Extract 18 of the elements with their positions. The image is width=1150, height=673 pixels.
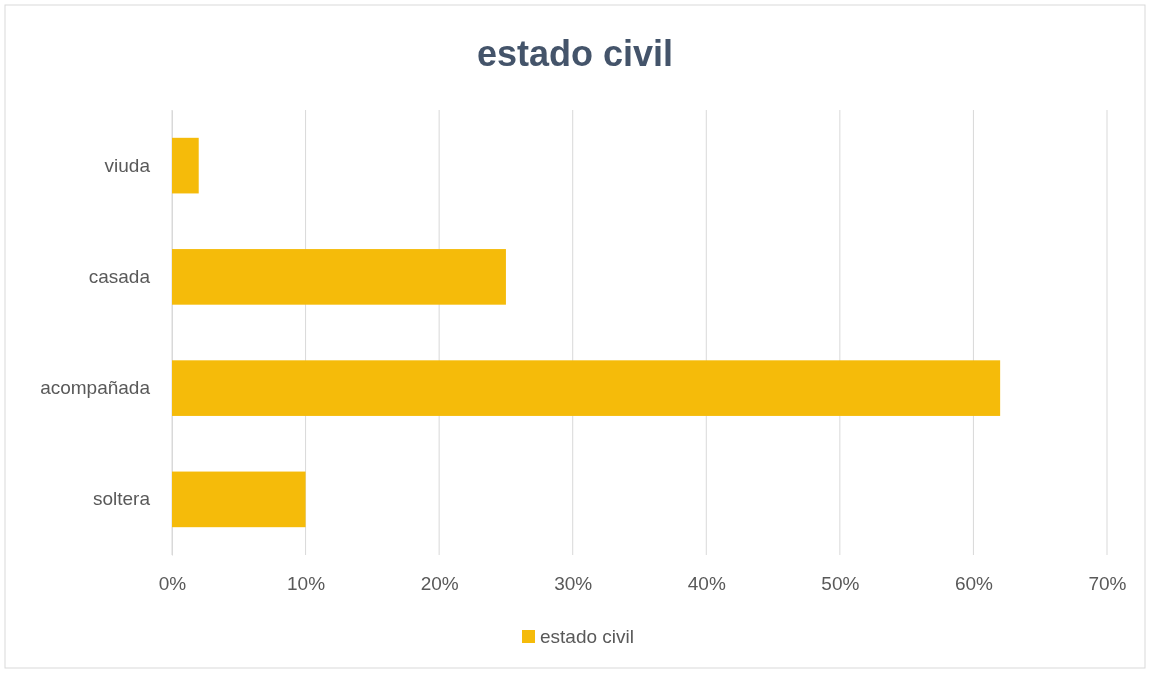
x-tick-label: 40% [687,573,726,595]
x-tick-label: 30% [554,573,593,595]
bar [172,249,506,305]
y-tick-label: casada [88,265,151,287]
bar [172,137,199,194]
x-tick-label: 20% [420,573,459,595]
x-tick-label: 70% [1088,573,1127,595]
legend-label: estado civil [540,626,634,647]
bar [172,471,306,528]
y-tick-label: soltera [92,488,151,510]
x-tick-label: 60% [954,573,994,595]
x-tick-label: 50% [821,573,860,595]
y-tick-label: viuda [104,154,151,176]
x-tick-label: 0% [158,573,187,595]
x-tick-label: 10% [287,573,326,595]
bar [172,360,1001,416]
y-tick-label: acompañada [40,377,151,399]
chart-title: estado civil [476,33,674,74]
